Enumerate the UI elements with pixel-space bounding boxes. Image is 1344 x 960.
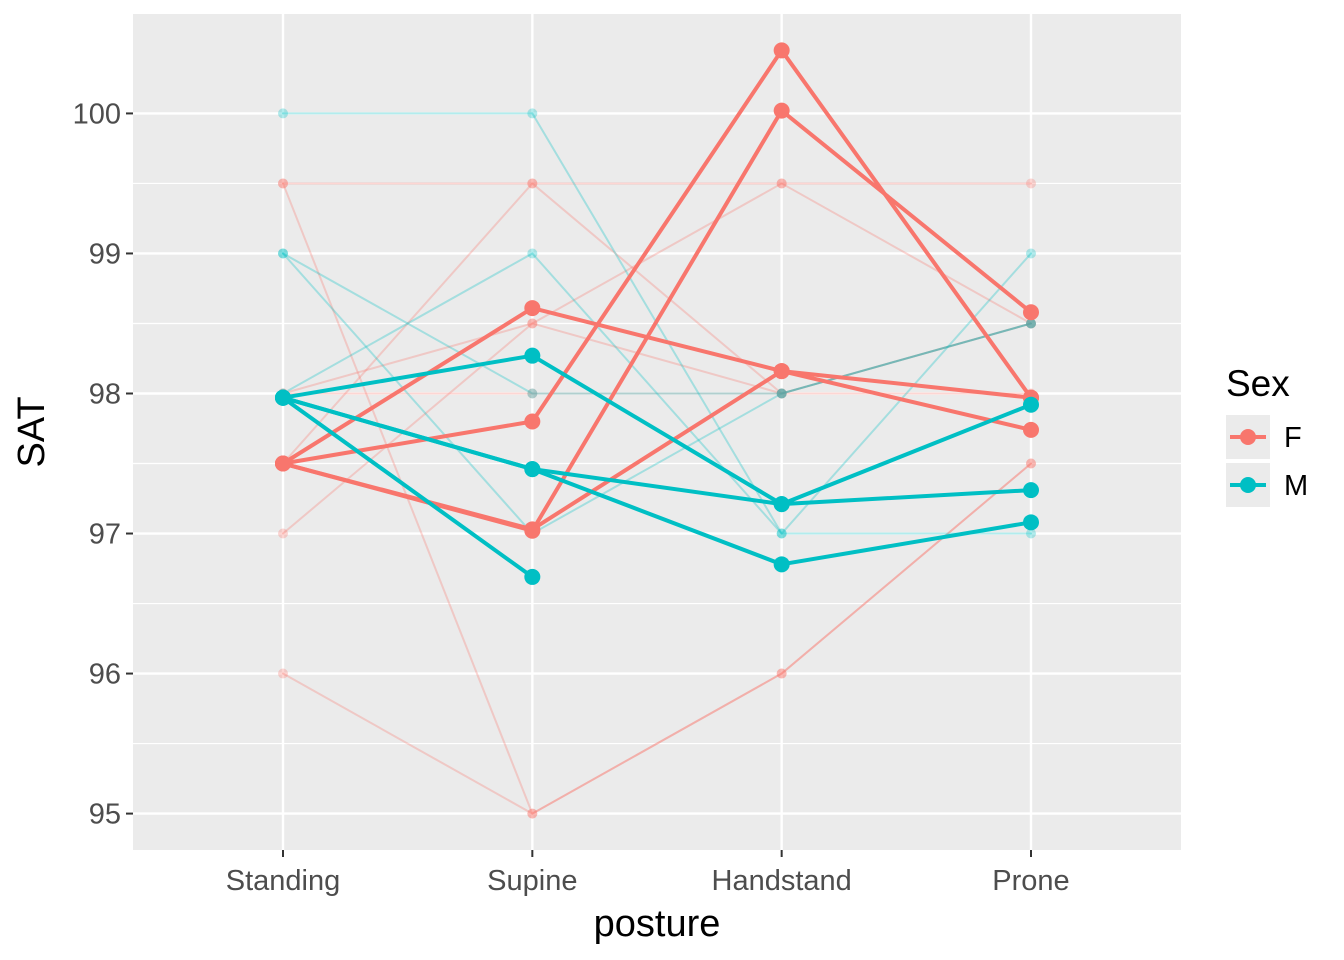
data-point-m [1023,396,1039,413]
data-point-f [278,178,288,189]
data-point-f [524,300,541,317]
series-line-m-15 [281,353,1033,507]
x-tick-label-standing: Standing [226,865,341,897]
y-tick-label: 97 [89,519,121,551]
data-point-f [275,455,291,472]
data-point-f [278,178,288,189]
legend: Sex F M [1226,363,1308,507]
data-point-f [776,388,787,399]
y-tick-label: 99 [89,238,121,270]
data-point-m [278,248,288,259]
data-point-m [1026,528,1036,539]
y-tick-label: 100 [73,98,121,130]
data-point-m [776,388,787,399]
data-point-f [527,178,538,189]
series-line-f-1 [282,462,1032,815]
data-point-m [527,388,538,399]
data-point-f [1026,458,1036,469]
data-point-f [1026,458,1036,469]
data-point-f [527,178,538,189]
y-tick-label: 95 [89,799,121,831]
data-point-f [773,102,790,119]
bold-series-lines [281,48,1033,579]
data-point-m [1026,248,1036,259]
legend-title: Sex [1226,363,1290,404]
data-point-f [773,42,790,59]
y-tick-label: 98 [89,378,121,410]
faint-series-points [278,108,1036,819]
data-point-f [1023,304,1039,321]
data-point-f [773,363,790,380]
y-axis-title: SAT [11,396,53,467]
bold-series-points [275,42,1039,585]
legend-key-point-m [1240,477,1256,493]
series-line-f-6 [282,322,1032,395]
data-point-f [1026,318,1036,329]
data-point-f [527,318,538,329]
data-point-f [776,388,787,399]
data-point-f [527,808,538,819]
data-point-m [524,461,541,478]
legend-label-f: F [1284,422,1302,454]
series-line-m-8 [282,252,1032,395]
x-axis-title: posture [594,903,721,945]
series-line-m-17 [281,395,1033,567]
data-point-f [1026,318,1036,329]
x-axis: Standing Supine Handstand Prone [226,850,1070,897]
series-line-f-5 [282,182,1032,465]
data-point-f [776,178,787,189]
series-line-f-11 [281,306,1033,466]
data-point-m [524,347,541,364]
data-point-f [278,528,288,539]
data-point-m [1026,318,1036,329]
data-point-f [1023,421,1039,438]
y-axis: 95 96 97 98 99 100 [73,98,133,831]
data-point-m [1023,514,1039,531]
data-point-f [776,668,787,679]
data-point-m [275,389,291,406]
data-point-f [776,388,787,399]
series-line-m-10 [282,252,1032,535]
legend-key-point-f [1240,429,1256,445]
series-line-f-12 [281,48,1033,466]
x-tick-label-handstand: Handstand [712,865,852,897]
data-point-m [527,108,538,119]
data-point-m [1023,482,1039,499]
data-point-f [1026,318,1036,329]
data-point-m [1026,318,1036,329]
x-tick-label-supine: Supine [487,865,577,897]
data-point-m [278,108,288,119]
x-tick-label-prone: Prone [992,865,1069,897]
data-point-f [1026,178,1036,189]
data-point-m [776,528,787,539]
data-point-f [527,808,538,819]
series-line-f-14 [281,369,1033,532]
data-point-m [278,248,288,259]
data-point-m [527,248,538,259]
data-point-m [776,528,787,539]
data-point-m [773,556,790,573]
data-point-f [524,413,541,430]
series-line-f-3 [282,182,1032,535]
series-line-m-18 [281,395,535,579]
data-point-f [527,318,538,329]
legend-label-m: M [1284,470,1308,502]
data-point-f [524,521,541,538]
data-point-f [278,668,288,679]
data-point-m [524,568,541,585]
data-point-m [776,388,787,399]
data-point-f [776,668,787,679]
data-point-m [773,496,790,513]
y-tick-label: 96 [89,659,121,691]
data-point-f [527,388,538,399]
series-line-m-9 [282,252,1032,535]
data-point-f [776,178,787,189]
